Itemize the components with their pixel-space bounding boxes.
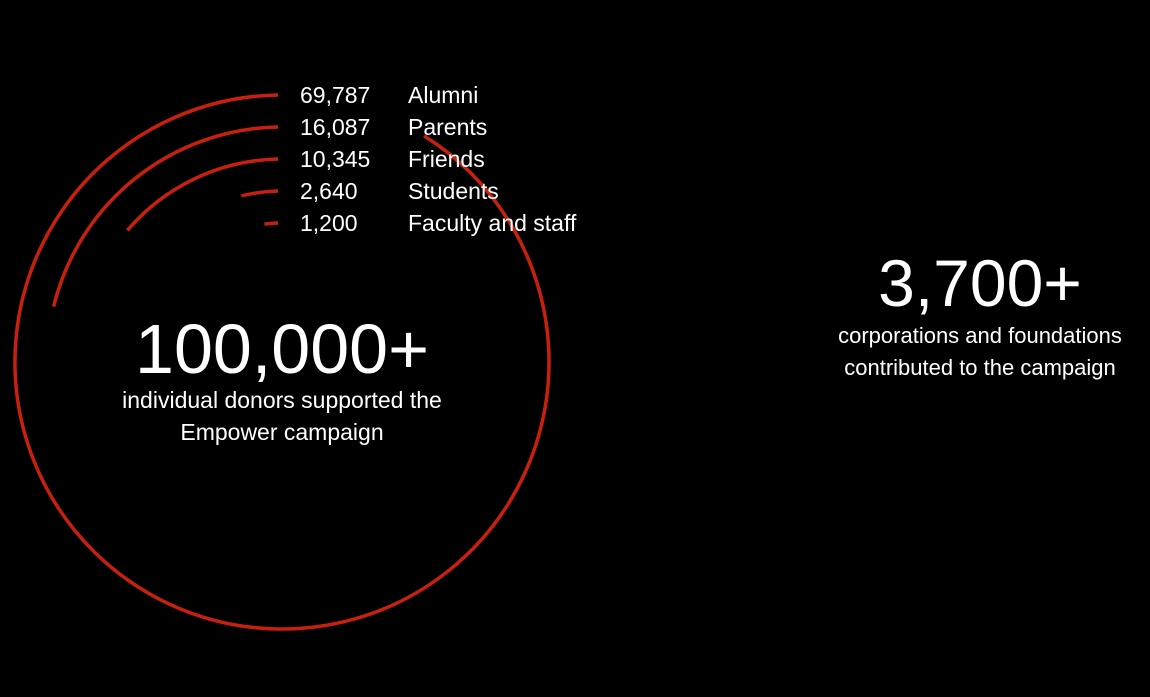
donor-count: 10,345 — [300, 146, 371, 172]
donor-count: 1,200 — [300, 210, 358, 236]
donor-arc — [51, 125, 279, 307]
organizations-total: 3,700+ — [878, 246, 1082, 320]
donor-category: Faculty and staff — [408, 210, 577, 236]
donor-row: 69,787 Alumni — [300, 79, 478, 111]
donors-description-line1: individual donors supported the — [122, 387, 442, 413]
donor-row: 10,345 Friends — [300, 143, 485, 175]
organizations-description-line2: contributed to the campaign — [844, 355, 1116, 380]
donor-count: 69,787 — [300, 82, 371, 108]
donor-category: Friends — [408, 146, 485, 172]
donor-row: 16,087 Parents — [300, 111, 487, 143]
donor-category: Students — [408, 178, 499, 204]
donors-description: individual donors supported the Empower … — [82, 384, 482, 448]
donor-arc — [126, 157, 279, 232]
donor-arc — [241, 189, 279, 198]
donor-category: Alumni — [408, 82, 479, 108]
donor-arc — [13, 93, 551, 631]
donor-row: 2,640 Students — [300, 175, 499, 207]
donors-total: 100,000+ — [135, 310, 429, 388]
donors-description-line2: Empower campaign — [180, 419, 384, 445]
organizations-description: corporations and foundations contributed… — [780, 320, 1150, 384]
donor-category: Parents — [408, 114, 488, 140]
organizations-description-line1: corporations and foundations — [838, 323, 1122, 348]
donor-count: 16,087 — [300, 114, 371, 140]
donor-arc — [264, 221, 279, 226]
donor-count: 2,640 — [300, 178, 358, 204]
donor-row: 1,200 Faculty and staff — [300, 207, 576, 239]
